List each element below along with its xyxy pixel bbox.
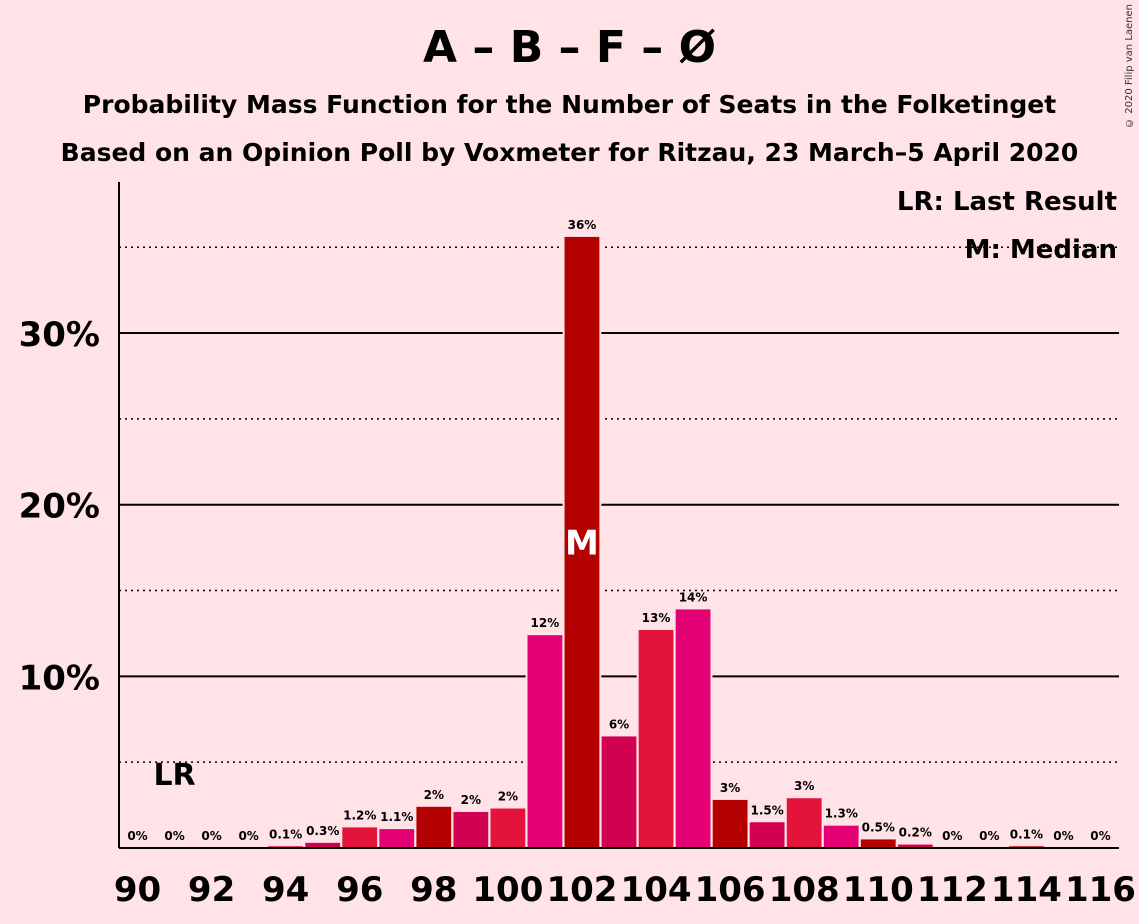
x-tick-label: 104 [621,870,692,910]
bar-label-106: 3% [720,781,740,795]
x-tick-label: 106 [695,870,766,910]
bar-halo [1007,844,1046,848]
bar-label-103: 6% [609,717,629,731]
bar-label-95: 0.3% [306,824,339,838]
bar-103 [601,736,637,848]
x-tick-label: 102 [546,870,617,910]
bar-label-112: 0% [942,829,962,843]
bar-107 [749,822,785,848]
x-tick-label: 108 [769,870,840,910]
bar-label-116: 0% [1090,829,1110,843]
bar-label-93: 0% [238,829,258,843]
x-tick-label: 100 [472,870,543,910]
bar-label-114: 0.1% [1010,827,1043,841]
bar-label-109: 1.3% [825,807,858,821]
bar-98 [416,806,452,848]
median-marker: M [565,523,599,563]
bar-104 [638,630,674,848]
bar-label-101: 12% [531,616,560,630]
legend-median: M: Median [965,235,1117,265]
y-tick-label: 20% [19,487,100,527]
bar-label-111: 0.2% [899,826,932,840]
bar-label-105: 14% [679,590,708,604]
chart-title: A – B – F – Ø [423,22,716,73]
bar-label-98: 2% [424,788,444,802]
last-result-marker: LR [153,758,195,793]
bar-111 [897,844,933,848]
bar-97 [379,829,415,848]
legend-last-result: LR: Last Result [897,187,1117,217]
x-tick-label: 90 [114,870,161,910]
bar-label-102: 36% [568,218,597,232]
bar-100 [490,808,526,848]
y-tick-label: 30% [19,315,100,355]
chart-subtitle-poll: Based on an Opinion Poll by Voxmeter for… [60,138,1079,167]
bar-label-92: 0% [201,829,221,843]
chart-subtitle: Probability Mass Function for the Number… [82,90,1057,119]
bar-95 [305,842,341,848]
bar-96 [342,827,378,848]
bar-109 [823,825,859,848]
bar-label-90: 0% [127,829,147,843]
bar-108 [786,798,822,848]
x-tick-label: 96 [336,870,383,910]
bar-halo [266,844,306,848]
bar-label-100: 2% [498,790,518,804]
bar-label-96: 1.2% [343,808,376,822]
bar-label-91: 0% [164,829,184,843]
bar-label-113: 0% [979,829,999,843]
x-tick-label: 98 [410,870,457,910]
bar-label-99: 2% [461,793,481,807]
x-tick-label: 94 [262,870,309,910]
y-tick-label: 10% [19,658,100,698]
x-tick-label: 110 [843,870,914,910]
bar-label-107: 1.5% [751,803,784,817]
bar-102 [564,236,600,848]
bar-label-97: 1.1% [380,810,413,824]
bar-99 [453,811,489,848]
bar-label-94: 0.1% [269,827,302,841]
bar-label-108: 3% [794,779,814,793]
bar-110 [860,839,896,848]
bar-106 [712,799,748,848]
x-tick-label: 92 [188,870,235,910]
x-tick-label: 112 [917,870,988,910]
bar-105 [675,609,711,848]
x-tick-label: 114 [991,870,1062,910]
bar-label-115: 0% [1053,829,1073,843]
bar-101 [527,635,563,848]
bar-label-110: 0.5% [862,820,895,834]
bar-label-104: 13% [642,611,671,625]
x-tick-label: 116 [1065,870,1136,910]
